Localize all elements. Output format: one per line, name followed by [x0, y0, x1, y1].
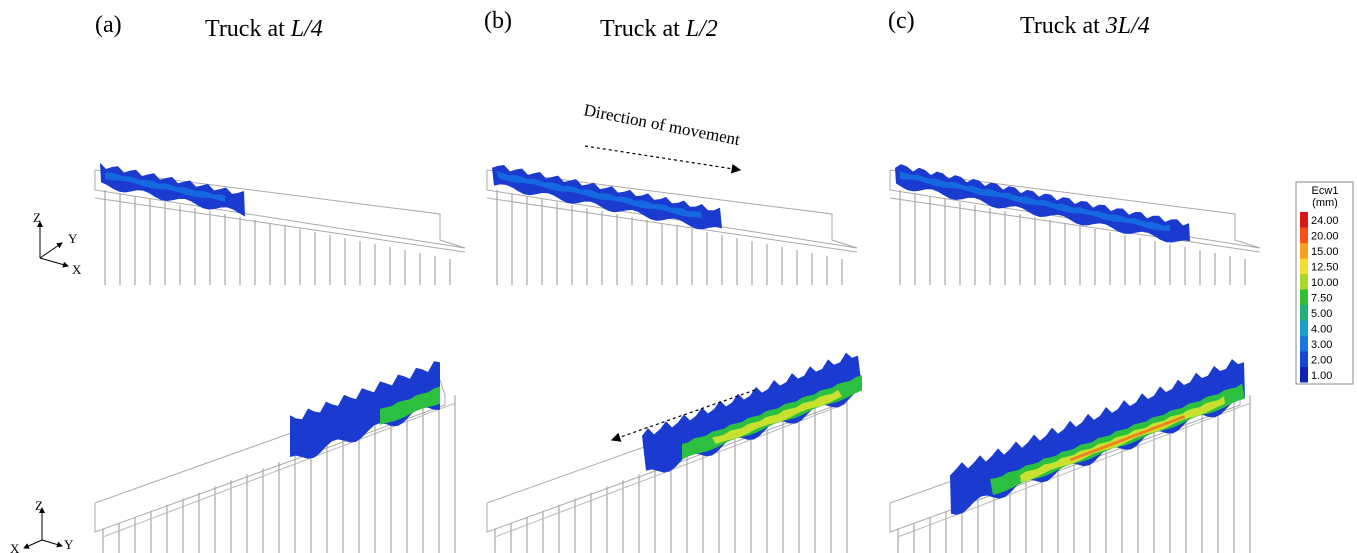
cross-beam	[375, 428, 391, 434]
cross-beam	[247, 476, 263, 482]
cross-beam	[527, 519, 543, 525]
cross-beam	[199, 494, 215, 500]
legend-swatch	[1300, 290, 1308, 306]
legend-label: 3.00	[1311, 339, 1332, 351]
cross-beam	[1186, 421, 1202, 427]
legend-label: 20.00	[1311, 231, 1339, 243]
legend-label: 7.50	[1311, 293, 1332, 305]
axis-triad	[40, 222, 68, 266]
title-italic: 3L/4	[1105, 13, 1150, 39]
cross-beam	[1058, 470, 1074, 476]
axis-label: Z	[33, 210, 41, 225]
axis-triad	[24, 508, 62, 548]
legend-swatch	[1300, 212, 1308, 228]
title-text: Truck at	[600, 16, 680, 42]
legend-swatch	[1300, 274, 1308, 290]
panel-title: Truck at 3L/4	[1020, 13, 1150, 39]
cross-beam	[495, 531, 511, 537]
direction-arrow	[585, 146, 740, 170]
cross-beam	[263, 470, 279, 476]
legend-label: 15.00	[1311, 246, 1339, 258]
cross-beam	[735, 440, 751, 446]
cross-beam	[591, 494, 607, 500]
title-text: Truck at	[205, 16, 285, 42]
legend-swatch	[1300, 305, 1308, 321]
legend-label: 12.50	[1311, 262, 1339, 274]
title-italic: L/2	[685, 16, 718, 42]
cross-beam	[898, 531, 914, 537]
legend-label: 5.00	[1311, 308, 1332, 320]
legend-unit: (mm)	[1312, 197, 1338, 209]
cross-beam	[639, 476, 655, 482]
cross-beam	[1154, 434, 1170, 440]
axis-label: Y	[64, 537, 74, 552]
cross-beam	[978, 500, 994, 506]
legend-swatch	[1300, 321, 1308, 337]
cross-beam	[183, 500, 199, 506]
panel-label: (a)	[95, 12, 122, 38]
cross-beam	[559, 507, 575, 513]
cross-beam	[279, 464, 295, 470]
figure: (a) Truck at L/4 (b) Truck at L/2 (c) Tr…	[0, 0, 1357, 553]
legend-label: 2.00	[1311, 355, 1332, 367]
cross-beam	[767, 428, 783, 434]
axis-label: Y	[68, 231, 78, 246]
legend-label: 1.00	[1311, 370, 1332, 382]
legend-swatch	[1300, 243, 1308, 259]
cross-beam	[575, 500, 591, 506]
panel-title: Truck at L/4	[205, 16, 323, 42]
bridge-renderings	[95, 163, 1260, 553]
cross-beam	[914, 525, 930, 531]
panel-title: Truck at L/2	[600, 16, 718, 42]
legend-swatch	[1300, 336, 1308, 352]
panel-label: (b)	[484, 8, 512, 34]
cross-beam	[543, 513, 559, 519]
cross-beam	[1026, 482, 1042, 488]
title-italic: L/4	[290, 16, 323, 42]
axis-label: Z	[35, 498, 43, 513]
legend-swatch	[1300, 259, 1308, 275]
axis-label: X	[72, 262, 82, 277]
title-text: Truck at	[1020, 13, 1100, 39]
cross-beam	[607, 488, 623, 494]
legend-title: Ecw1	[1312, 185, 1339, 197]
panel-label: (c)	[888, 8, 915, 34]
legend-swatch	[1300, 228, 1308, 244]
legend-label: 10.00	[1311, 277, 1339, 289]
stress-region	[642, 353, 862, 473]
legend-label: 24.00	[1311, 215, 1339, 227]
cross-beam	[167, 507, 183, 513]
legend-label: 4.00	[1311, 324, 1332, 336]
legend: Ecw1 (mm) 24.00 20.00 15.00 12.50 10.00 7.50 5…	[1296, 182, 1353, 384]
cross-beam	[103, 531, 119, 537]
cross-beam	[930, 519, 946, 525]
cross-beam	[231, 482, 247, 488]
cross-beam	[623, 482, 639, 488]
annotation: Direction of movement	[582, 100, 742, 149]
cross-beam	[511, 525, 527, 531]
cross-beam	[151, 513, 167, 519]
axis-label: X	[10, 541, 20, 553]
cross-beam	[215, 488, 231, 494]
cross-beam	[135, 519, 151, 525]
legend-swatch	[1300, 352, 1308, 368]
legend-swatch	[1300, 367, 1308, 383]
cross-beam	[119, 525, 135, 531]
